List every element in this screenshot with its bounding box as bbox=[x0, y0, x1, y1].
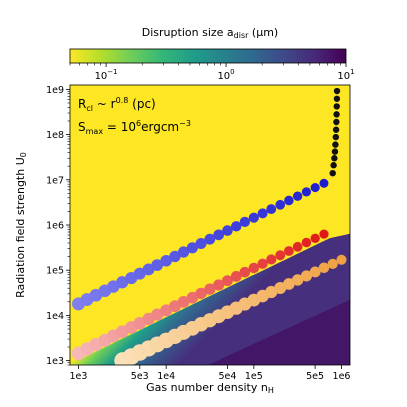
colorbar-tick-label-1: 100 bbox=[217, 68, 234, 82]
series-0-point-9 bbox=[151, 259, 164, 271]
series-0-point-5 bbox=[116, 276, 129, 289]
series-0-point-28 bbox=[319, 178, 329, 188]
x-tick-label-1: 5e3 bbox=[131, 371, 149, 382]
series-2-point-25 bbox=[292, 241, 303, 252]
series-1-point-3 bbox=[331, 148, 339, 155]
x-tick-label-3: 5e4 bbox=[218, 371, 236, 382]
series-0-point-12 bbox=[177, 246, 190, 258]
x-tick-label-0: 1e3 bbox=[70, 371, 88, 382]
series-3-point-22 bbox=[309, 266, 321, 278]
rcl-annotation: Rcl ~ r0.8 (pc) bbox=[78, 96, 156, 113]
series-1-point-11 bbox=[333, 87, 341, 95]
series-1-point-10 bbox=[333, 95, 341, 102]
series-0-point-26 bbox=[301, 187, 312, 197]
heatmap-field bbox=[70, 85, 350, 365]
colorbar-ticks: 10−1 100 101 bbox=[69, 63, 355, 82]
series-2-point-16 bbox=[213, 279, 225, 291]
series-0-point-21 bbox=[257, 208, 268, 219]
colorbar-label: Disruption size adisr (μm) bbox=[142, 26, 278, 40]
y-tick-label-2: 1e5 bbox=[46, 266, 64, 277]
series-2-point-14 bbox=[195, 287, 207, 300]
series-1-point-1 bbox=[330, 162, 337, 169]
series-0-point-19 bbox=[239, 216, 250, 228]
series-3-point-23 bbox=[318, 262, 330, 274]
y-tick-label-4: 1e7 bbox=[46, 175, 64, 186]
series-3-point-19 bbox=[283, 278, 295, 290]
series-3-point-25 bbox=[336, 254, 347, 265]
x-tick-label-4: 1e5 bbox=[245, 371, 263, 382]
series-0-point-22 bbox=[266, 204, 277, 215]
data-markers bbox=[71, 87, 347, 365]
series-0-point-27 bbox=[310, 183, 320, 193]
series-0-point-24 bbox=[284, 195, 294, 206]
series-2-point-22 bbox=[266, 254, 277, 265]
series-0-point-11 bbox=[169, 250, 181, 263]
series-2-point-21 bbox=[257, 258, 268, 269]
colorbar-tick-label-0: 10−1 bbox=[95, 68, 118, 82]
series-0-point-18 bbox=[231, 221, 242, 232]
x-tick-label-5: 5e5 bbox=[306, 371, 324, 382]
y-axis-ticks: 1e3 1e4 1e5 1e6 1e7 1e8 1e9 bbox=[46, 85, 70, 367]
y-tick-label-6: 1e9 bbox=[46, 85, 64, 96]
series-2-point-24 bbox=[283, 246, 294, 256]
x-tick-label-2: 1e4 bbox=[157, 371, 175, 382]
series-2-point-27 bbox=[310, 233, 320, 243]
series-2-point-20 bbox=[248, 262, 260, 274]
series-1-point-0 bbox=[329, 169, 336, 177]
x-axis-label: Gas number density nH bbox=[146, 381, 274, 395]
y-axis-label: Radiation field strength U0 bbox=[14, 152, 28, 298]
series-3-point-20 bbox=[291, 274, 304, 286]
series-0-point-17 bbox=[222, 225, 233, 236]
colorbar: Disruption size adisr (μm) 10−1 100 101 bbox=[69, 26, 355, 82]
colorbar-strip bbox=[69, 48, 347, 64]
series-1-point-9 bbox=[333, 103, 340, 110]
smax-annotation: Smax = 106ergcm−3 bbox=[78, 119, 191, 136]
series-1-point-2 bbox=[331, 155, 338, 162]
series-2-point-26 bbox=[301, 237, 312, 248]
series-2-point-13 bbox=[186, 291, 199, 304]
series-0-point-23 bbox=[275, 199, 286, 210]
series-0-point-20 bbox=[248, 212, 259, 223]
series-1-point-6 bbox=[332, 126, 340, 133]
y-tick-label-0: 1e3 bbox=[46, 356, 64, 367]
x-axis-ticks: 1e3 5e3 1e4 5e4 1e5 5e5 1e6 bbox=[70, 365, 351, 382]
series-0-point-25 bbox=[292, 191, 303, 201]
series-0-point-16 bbox=[213, 229, 225, 241]
plot-area: 1e3 5e3 1e4 5e4 1e5 5e5 1e6 1e3 1e4 1e5 1e6 1e7 1e8… bbox=[14, 84, 351, 395]
y-tick-label-1: 1e4 bbox=[46, 311, 64, 322]
series-2-point-28 bbox=[319, 229, 329, 239]
series-1-point-4 bbox=[332, 141, 339, 148]
x-tick-label-6: 1e6 bbox=[333, 371, 351, 382]
series-2-point-9 bbox=[151, 308, 164, 321]
series-3-point-21 bbox=[300, 270, 312, 282]
large-size-region bbox=[207, 299, 350, 365]
series-0-point-14 bbox=[195, 237, 207, 249]
series-2-point-12 bbox=[177, 296, 190, 308]
series-2-point-19 bbox=[239, 266, 251, 278]
series-3-point-17 bbox=[265, 285, 278, 299]
series-0-point-13 bbox=[186, 242, 198, 254]
series-0-point-10 bbox=[160, 254, 172, 267]
series-2-point-18 bbox=[230, 271, 242, 282]
series-3-point-24 bbox=[327, 258, 338, 270]
y-tick-label-3: 1e6 bbox=[46, 221, 64, 232]
series-1-point-5 bbox=[332, 133, 340, 141]
colorbar-tick-label-2: 101 bbox=[337, 68, 354, 82]
y-tick-label-5: 1e8 bbox=[46, 130, 64, 141]
series-2-point-17 bbox=[221, 275, 233, 287]
series-2-point-15 bbox=[204, 283, 216, 295]
series-1-point-8 bbox=[333, 111, 340, 118]
series-2-point-23 bbox=[275, 250, 286, 261]
series-1-point-7 bbox=[333, 118, 340, 126]
series-0-point-15 bbox=[204, 233, 216, 245]
